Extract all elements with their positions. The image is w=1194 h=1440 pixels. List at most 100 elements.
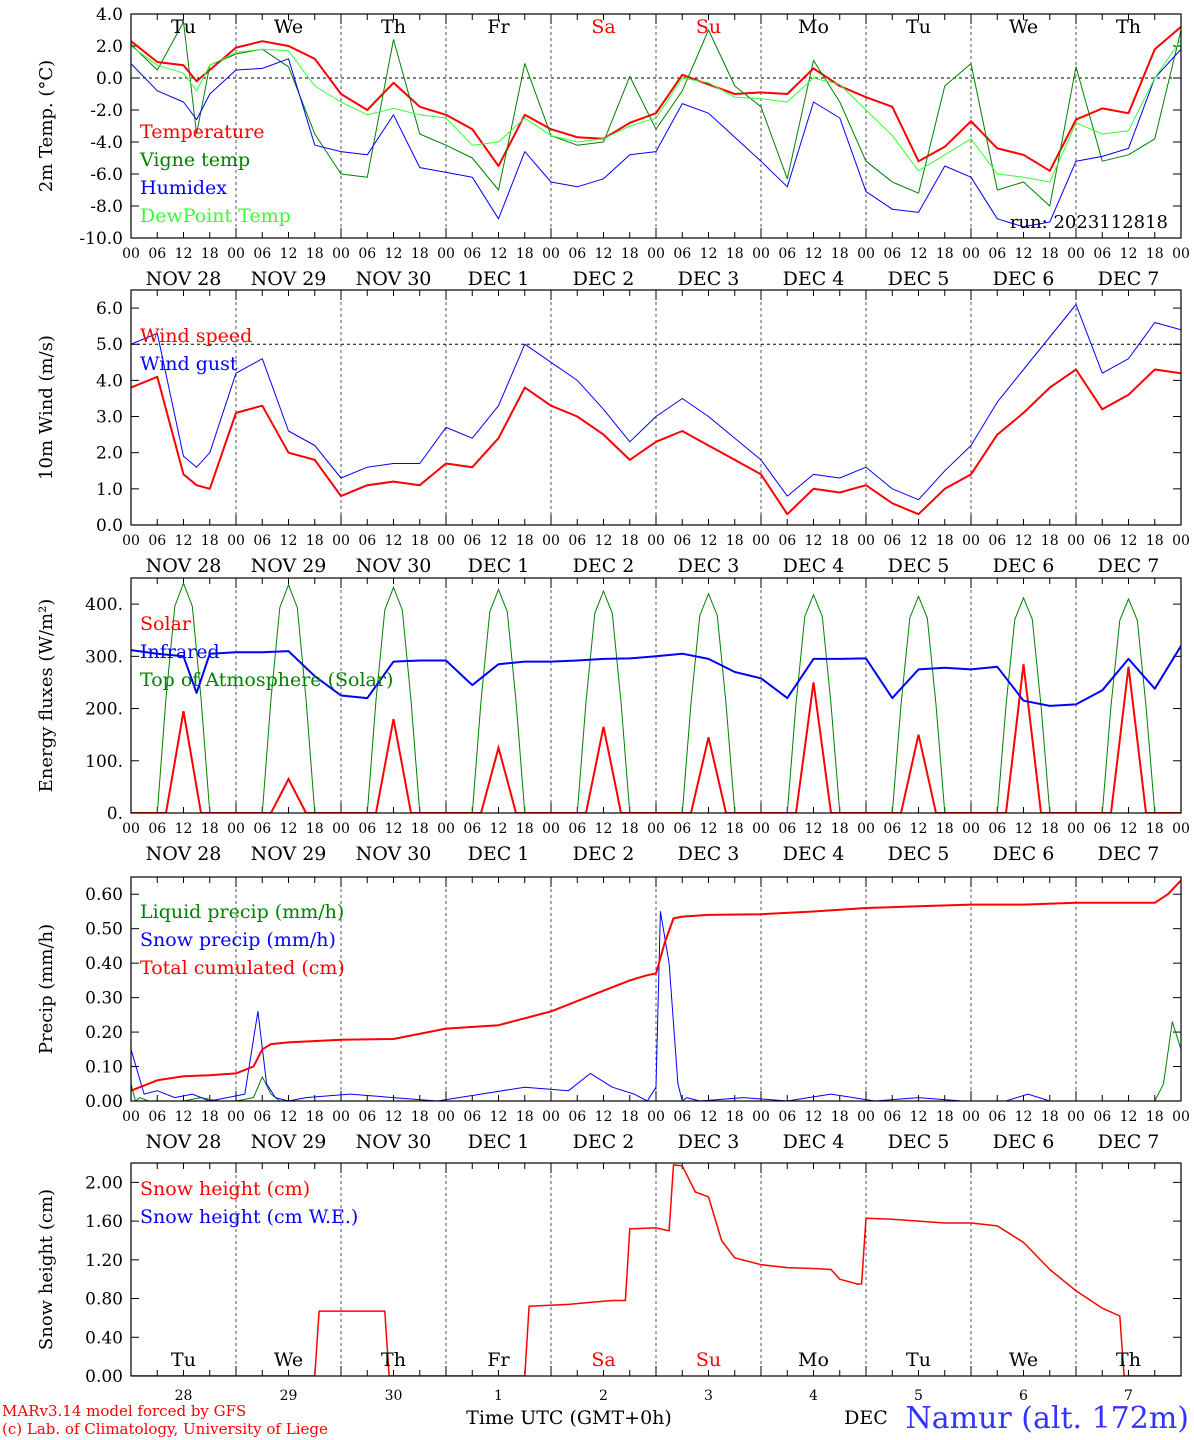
legend-entry: Wind speed bbox=[140, 325, 252, 347]
x-hour-label: 00 bbox=[752, 821, 770, 837]
x-hour-label: 06 bbox=[778, 246, 796, 262]
y-tick-label: -10.0 bbox=[79, 229, 123, 249]
x-hour-label: 18 bbox=[726, 246, 744, 262]
x-hour-label: 18 bbox=[621, 1109, 639, 1125]
x-hour-label: 12 bbox=[595, 533, 613, 549]
x-hour-label: 00 bbox=[542, 821, 560, 837]
x-hour-label: 00 bbox=[857, 1109, 875, 1125]
x-date-label: DEC 5 bbox=[888, 843, 950, 865]
x-date-label: 2 bbox=[599, 1388, 608, 1404]
x-date-label: NOV 29 bbox=[251, 555, 327, 577]
x-hour-label: 00 bbox=[437, 1109, 455, 1125]
x-date-label: NOV 30 bbox=[356, 843, 432, 865]
series-total-cumulated-cm- bbox=[131, 879, 1181, 1092]
x-date-label: NOV 30 bbox=[356, 268, 432, 290]
x-hour-label: 18 bbox=[936, 1109, 954, 1125]
y-tick-label: 0.20 bbox=[85, 1023, 123, 1043]
x-date-label: DEC 5 bbox=[888, 268, 950, 290]
x-hour-label: 00 bbox=[122, 821, 140, 837]
weekday-label: Th bbox=[1116, 16, 1141, 38]
x-hour-label: 12 bbox=[490, 533, 508, 549]
x-hour-label: 06 bbox=[778, 1109, 796, 1125]
legend-entry: Total cumulated (cm) bbox=[140, 957, 345, 979]
x-hour-label: 12 bbox=[805, 821, 823, 837]
x-date-label: 7 bbox=[1124, 1388, 1133, 1404]
x-hour-label: 06 bbox=[778, 533, 796, 549]
x-hour-label: 18 bbox=[411, 533, 429, 549]
x-hour-label: 00 bbox=[752, 1109, 770, 1125]
x-hour-label: 12 bbox=[175, 533, 193, 549]
x-hour-label: 18 bbox=[1041, 246, 1059, 262]
x-hour-label: 06 bbox=[673, 246, 691, 262]
x-hour-label: 00 bbox=[542, 246, 560, 262]
x-hour-label: 18 bbox=[306, 821, 324, 837]
x-hour-label: 00 bbox=[542, 533, 560, 549]
y-tick-label: -6.0 bbox=[90, 165, 123, 185]
x-hour-label: 00 bbox=[857, 533, 875, 549]
x-hour-label: 06 bbox=[148, 1109, 166, 1125]
weekday-label: We bbox=[274, 16, 303, 38]
x-hour-label: 12 bbox=[1015, 821, 1033, 837]
legend-entry: Solar bbox=[140, 613, 192, 635]
weekday-label: We bbox=[1009, 1349, 1038, 1371]
x-hour-label: 18 bbox=[1146, 821, 1164, 837]
x-date-label: DEC 6 bbox=[993, 268, 1055, 290]
legend-entry: Humidex bbox=[140, 177, 227, 199]
y-tick-label: 100. bbox=[85, 752, 123, 772]
x-hour-label: 18 bbox=[411, 1109, 429, 1125]
x-hour-label: 18 bbox=[621, 246, 639, 262]
y-tick-label: 0.80 bbox=[85, 1290, 123, 1310]
x-date-label: DEC 3 bbox=[678, 1131, 740, 1153]
x-hour-label: 00 bbox=[1172, 533, 1190, 549]
x-hour-label: 18 bbox=[726, 1109, 744, 1125]
plot-frame bbox=[130, 13, 1182, 239]
x-hour-label: 06 bbox=[673, 1109, 691, 1125]
x-date-label: 3 bbox=[704, 1388, 713, 1404]
x-hour-label: 06 bbox=[358, 821, 376, 837]
x-hour-label: 00 bbox=[227, 821, 245, 837]
y-tick-label: 400. bbox=[85, 595, 123, 615]
legend-entry: Top of Atmosphere (Solar) bbox=[140, 669, 393, 691]
series-solar bbox=[131, 664, 1181, 813]
x-hour-label: 18 bbox=[936, 533, 954, 549]
x-hour-label: 06 bbox=[988, 246, 1006, 262]
x-hour-label: 12 bbox=[175, 821, 193, 837]
x-date-label: DEC 6 bbox=[993, 843, 1055, 865]
panel-2: 0.0 1.0 2.0 3.0 4.0 5.0 6.0 10m Wind (m/s) 00 06 1… bbox=[36, 289, 1190, 577]
legend-entry: Wind gust bbox=[140, 353, 238, 375]
x-date-label: DEC 4 bbox=[783, 1131, 845, 1153]
weekday-label: Tu bbox=[906, 1349, 931, 1371]
weekday-label: Mo bbox=[798, 16, 829, 38]
x-hour-label: 00 bbox=[962, 821, 980, 837]
x-hour-label: 12 bbox=[595, 246, 613, 262]
x-hour-label: 06 bbox=[988, 1109, 1006, 1125]
x-hour-label: 00 bbox=[437, 821, 455, 837]
x-hour-label: 06 bbox=[988, 821, 1006, 837]
x-hour-label: 06 bbox=[253, 1109, 271, 1125]
panel-3: 0. 100. 200. 300. 400. Energy fluxes (W/m²) 00… bbox=[36, 577, 1190, 865]
series-humidex bbox=[131, 48, 1181, 228]
x-hour-label: 00 bbox=[962, 246, 980, 262]
weekday-label: Th bbox=[1116, 1349, 1141, 1371]
x-hour-label: 00 bbox=[542, 1109, 560, 1125]
x-hour-label: 06 bbox=[253, 821, 271, 837]
x-hour-label: 18 bbox=[1146, 246, 1164, 262]
x-date-label: DEC 4 bbox=[783, 268, 845, 290]
x-hour-label: 12 bbox=[805, 1109, 823, 1125]
x-date-label: DEC 4 bbox=[783, 843, 845, 865]
x-date-label: 1 bbox=[494, 1388, 503, 1404]
plot-frame bbox=[130, 876, 1182, 1102]
x-hour-label: 18 bbox=[726, 533, 744, 549]
y-tick-label: 200. bbox=[85, 700, 123, 720]
x-hour-label: 06 bbox=[883, 1109, 901, 1125]
x-date-label: DEC 3 bbox=[678, 268, 740, 290]
x-date-label: NOV 28 bbox=[146, 843, 222, 865]
x-hour-label: 06 bbox=[253, 533, 271, 549]
x-hour-label: 06 bbox=[1093, 246, 1111, 262]
series-temperature bbox=[131, 26, 1181, 172]
weekday-label: Fr bbox=[487, 16, 510, 38]
x-date-label: NOV 30 bbox=[356, 1131, 432, 1153]
month-label: DEC bbox=[844, 1407, 888, 1429]
weekday-label: Tu bbox=[171, 16, 196, 38]
x-hour-label: 00 bbox=[122, 1109, 140, 1125]
